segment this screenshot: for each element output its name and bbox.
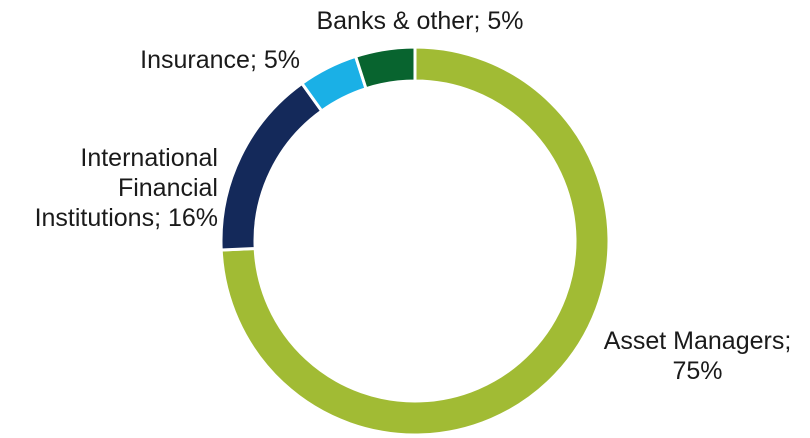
slice-banks-other <box>353 45 417 91</box>
slice-label-banks-other: Banks & other; 5% <box>316 7 524 35</box>
slice-label-insurance: Insurance; 5% <box>140 46 300 74</box>
slice-international-financial-institutions <box>219 81 324 252</box>
slice-label-asset-managers: Asset Managers; 75% <box>603 327 792 385</box>
slice-asset-managers <box>219 45 611 437</box>
slice-label-international-financial-institutions: International Financial Institutions; 16… <box>34 144 218 232</box>
donut-slices <box>219 45 611 437</box>
